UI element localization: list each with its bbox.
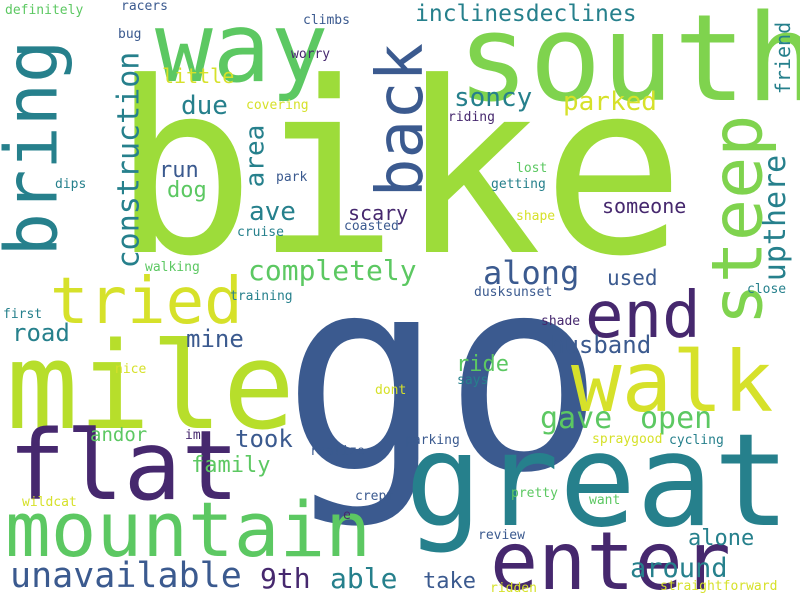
word-says: says [457,373,489,388]
word-tried: tried [50,265,243,339]
word-bug: bug [118,27,142,42]
word-pretty: pretty [511,486,558,501]
word-ride: ride [456,352,509,377]
word-due: due [181,91,228,121]
word-realize: realize [310,444,365,459]
word-want: want [589,493,621,508]
word-alone: alone [688,526,755,551]
word-bring: bring [0,39,74,257]
word-area: area [240,124,271,188]
word-shade: shade [541,314,581,329]
word-parking: parking [405,433,460,448]
word-walk: walk [571,333,774,431]
word-parked: parked [563,87,657,117]
word-someone: someone [602,194,687,218]
word-mile: mile [6,318,295,457]
word-bike: bike [112,32,686,309]
word-covering: covering [246,98,309,113]
word-road: road [12,319,70,347]
word-park: park [276,170,308,185]
word-took: took [235,425,293,453]
word-used: used [607,266,658,290]
word-first: first [3,307,43,322]
word-worry: worry [291,47,331,62]
word-around: around [630,553,728,584]
word-scary: scary [348,201,409,225]
word-take: take [423,569,476,594]
word-im: im [185,428,201,443]
word-husband: husband [550,331,652,359]
word-south: south [457,0,800,129]
word-along: along [483,254,580,292]
word-training: training [230,289,293,304]
word-riding: riding [448,110,495,125]
word-completely: completely [248,254,417,287]
word-wildcat: wildcat [22,495,77,510]
word-e: e [343,508,351,523]
word-review: review [478,528,525,543]
word-walking: walking [145,260,200,275]
word-coasted: coasted [344,219,399,234]
word-getting: getting [491,177,546,192]
word-dont: dont [375,383,407,398]
word-run: run [159,158,199,183]
word-9th: 9th [260,562,311,595]
word-spraygood: spraygood [592,432,663,447]
word-enter: enter [490,515,731,600]
word-shape: shape [516,209,556,224]
word-end: end [585,279,701,353]
word-dips: dips [55,177,87,192]
word-go: go [282,220,605,532]
word-soncy: soncy [454,83,533,113]
word-andor: andor [90,424,148,446]
word-dog: dog [167,178,207,203]
word-crept: crept [355,489,395,504]
word-ave: ave [249,197,296,227]
word-ridden: ridden [490,581,537,596]
word-open: open [640,401,713,436]
word-inclinesdeclines: inclinesdeclines [415,1,637,27]
word-construction: construction [111,51,147,269]
word-back: back [364,42,439,198]
word-cruise: cruise [237,225,284,240]
word-flat: flat [8,410,240,522]
word-racers: racers [121,0,168,14]
word-lost: lost [516,161,548,176]
word-able: able [330,562,398,595]
word-straightforward: straightforward [660,579,778,594]
word-mountain: mountain [5,485,372,574]
word-dusksunset: dusksunset [474,285,553,300]
word-little: little [162,64,235,88]
word-great: great [405,407,791,556]
word-nice: nice [115,362,147,377]
word-climbs: climbs [303,13,350,28]
word-cycling: cycling [669,433,724,448]
word-way: way [155,0,329,104]
word-friend: friend [771,21,796,95]
word-family: family [191,453,271,478]
word-definitely: definitely [5,3,84,18]
word-unavailable: unavailable [10,556,242,596]
word-close: close [747,282,787,297]
word-upthere: upthere [758,154,794,282]
word-gave-open: gave [540,401,613,436]
word-mine: mine [186,325,244,353]
